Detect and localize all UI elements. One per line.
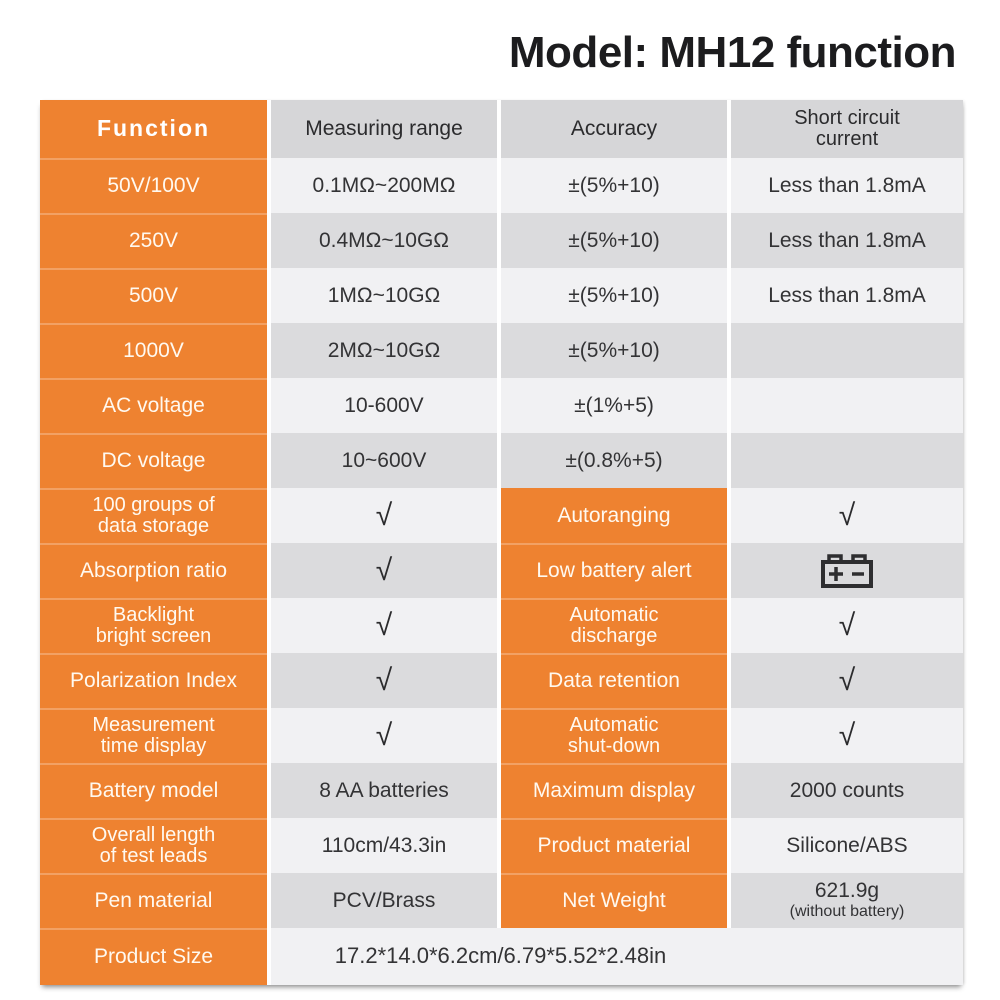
table-cell: Backlight bright screen (40, 598, 267, 653)
table-cell: 0.4MΩ~10GΩ (271, 213, 497, 268)
table-cell (731, 323, 963, 378)
page-title: Model: MH12 function (508, 28, 957, 77)
table-cell (731, 378, 963, 433)
table-cell: ±(5%+10) (501, 323, 727, 378)
table-cell: 621.9g (without battery) (731, 873, 963, 928)
table-cell: 2MΩ~10GΩ (271, 323, 497, 378)
table-cell: 1000V (40, 323, 267, 378)
table-cell: Net Weight (501, 873, 727, 928)
table-cell: 8 AA batteries (271, 763, 497, 818)
table-cell: √ (271, 653, 497, 708)
table-cell: ±(1%+5) (501, 378, 727, 433)
table-cell: 500V (40, 268, 267, 323)
table-cell: 1MΩ~10GΩ (271, 268, 497, 323)
table-cell (731, 433, 963, 488)
table-cell: Measurement time display (40, 708, 267, 763)
battery-icon (821, 553, 873, 588)
table-cell: Product material (501, 818, 727, 873)
table-cell: Silicone/ABS (731, 818, 963, 873)
table-cell: 10-600V (271, 378, 497, 433)
spec-table: Function Measuring range Accuracy Short cir… (40, 100, 963, 985)
table-cell: Low battery alert (501, 543, 727, 598)
table-cell: Overall length of test leads (40, 818, 267, 873)
table-cell: 50V/100V (40, 158, 267, 213)
table-cell: Product Size (40, 928, 267, 985)
table-cell: ±(5%+10) (501, 268, 727, 323)
battery-status-cell (731, 543, 963, 598)
table-cell: 10~600V (271, 433, 497, 488)
table-cell: Automatic discharge (501, 598, 727, 653)
table-cell: 2000 counts (731, 763, 963, 818)
table-cell: √ (271, 708, 497, 763)
table-cell: Absorption ratio (40, 543, 267, 598)
table-cell: Data retention (501, 653, 727, 708)
table-cell: √ (271, 488, 497, 543)
column-header-short-circuit-current: Short circuit current (731, 100, 963, 158)
table-cell: Automatic shut-down (501, 708, 727, 763)
table-cell: √ (731, 653, 963, 708)
table-cell: ±(5%+10) (501, 158, 727, 213)
table-cell: Less than 1.8mA (731, 158, 963, 213)
net-weight-value: 621.9g (814, 879, 880, 903)
table-cell: √ (271, 598, 497, 653)
table-cell: ±(0.8%+5) (501, 433, 727, 488)
table-cell: Battery model (40, 763, 267, 818)
table-cell: DC voltage (40, 433, 267, 488)
table-cell: ±(5%+10) (501, 213, 727, 268)
table-cell: Less than 1.8mA (731, 213, 963, 268)
table-cell: Polarization Index (40, 653, 267, 708)
column-header-accuracy: Accuracy (501, 100, 727, 158)
table-cell: √ (271, 543, 497, 598)
column-header-function: Function (40, 100, 267, 158)
table-cell: √ (731, 708, 963, 763)
table-cell: 0.1MΩ~200MΩ (271, 158, 497, 213)
table-cell: 100 groups of data storage (40, 488, 267, 543)
table-cell: √ (731, 598, 963, 653)
table-cell: Autoranging (501, 488, 727, 543)
table-cell: 17.2*14.0*6.2cm/6.79*5.52*2.48in (271, 928, 963, 985)
table-cell: √ (731, 488, 963, 543)
net-weight-note: (without battery) (789, 903, 905, 921)
table-cell: Pen material (40, 873, 267, 928)
table-cell: AC voltage (40, 378, 267, 433)
table-cell: Less than 1.8mA (731, 268, 963, 323)
table-cell: PCV/Brass (271, 873, 497, 928)
table-cell: 250V (40, 213, 267, 268)
table-cell: 110cm/43.3in (271, 818, 497, 873)
table-cell: Maximum display (501, 763, 727, 818)
column-header-measuring-range: Measuring range (271, 100, 497, 158)
